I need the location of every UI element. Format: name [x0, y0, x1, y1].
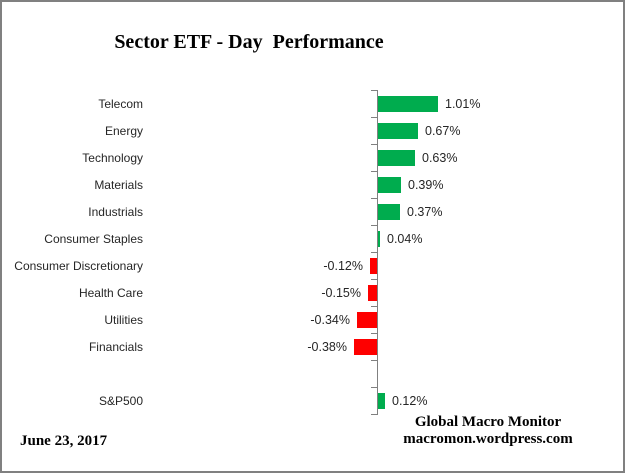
value-label: 0.37%: [407, 205, 443, 219]
category-label: Financials: [88, 340, 143, 354]
chart-title: Sector ETF - Day Performance: [114, 31, 384, 53]
axis-tick: [371, 306, 377, 307]
bar-negative: [357, 312, 377, 328]
bar-negative: [354, 339, 377, 355]
value-label: -0.34%: [310, 313, 350, 327]
axis-tick: [371, 90, 377, 91]
bar-positive: [378, 123, 418, 139]
axis-tick: [371, 279, 377, 280]
bar-negative: [370, 258, 377, 274]
axis-tick: [371, 333, 377, 334]
category-label: Utilities: [104, 313, 143, 327]
category-label: Materials: [94, 178, 143, 192]
value-label: -0.15%: [321, 286, 361, 300]
value-label: -0.38%: [307, 340, 347, 354]
bar-positive: [378, 204, 400, 220]
credit-block: Global Macro Monitor macromon.wordpress.…: [377, 414, 599, 447]
value-label: 1.01%: [445, 97, 481, 111]
axis-tick: [371, 252, 377, 253]
credit-line-1: Global Macro Monitor: [414, 414, 562, 430]
axis-tick: [371, 414, 377, 415]
category-label: Industrials: [88, 205, 143, 219]
axis-tick: [371, 225, 377, 226]
category-label: Telecom: [98, 97, 143, 111]
value-label: 0.67%: [425, 124, 461, 138]
bar-positive: [378, 393, 385, 409]
bar-positive: [378, 96, 438, 112]
category-label: Technology: [82, 151, 143, 165]
y-axis-line: [377, 90, 378, 415]
category-label: Consumer Staples: [44, 232, 143, 246]
bar-negative: [368, 285, 377, 301]
axis-tick: [371, 144, 377, 145]
category-label: S&P500: [98, 394, 143, 408]
credit-line-2: macromon.wordpress.com: [403, 430, 573, 447]
axis-tick: [371, 387, 377, 388]
category-label: Health Care: [78, 286, 143, 300]
bar-positive: [378, 177, 401, 193]
date-label: June 23, 2017: [20, 433, 108, 449]
value-label: 0.63%: [422, 151, 458, 165]
axis-tick: [371, 117, 377, 118]
bar-positive: [378, 150, 415, 166]
value-label: -0.12%: [323, 259, 363, 273]
bar-positive: [378, 231, 380, 247]
value-label: 0.12%: [392, 394, 428, 408]
axis-tick: [371, 171, 377, 172]
value-label: 0.04%: [387, 232, 423, 246]
axis-tick: [371, 360, 377, 361]
category-label: Consumer Discretionary: [14, 259, 143, 273]
value-label: 0.39%: [408, 178, 444, 192]
category-label: Energy: [104, 124, 143, 138]
axis-tick: [371, 198, 377, 199]
